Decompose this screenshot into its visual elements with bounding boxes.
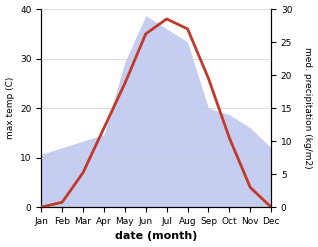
Y-axis label: med. precipitation (kg/m2): med. precipitation (kg/m2) [303, 47, 313, 169]
X-axis label: date (month): date (month) [115, 231, 197, 242]
Y-axis label: max temp (C): max temp (C) [5, 77, 15, 139]
